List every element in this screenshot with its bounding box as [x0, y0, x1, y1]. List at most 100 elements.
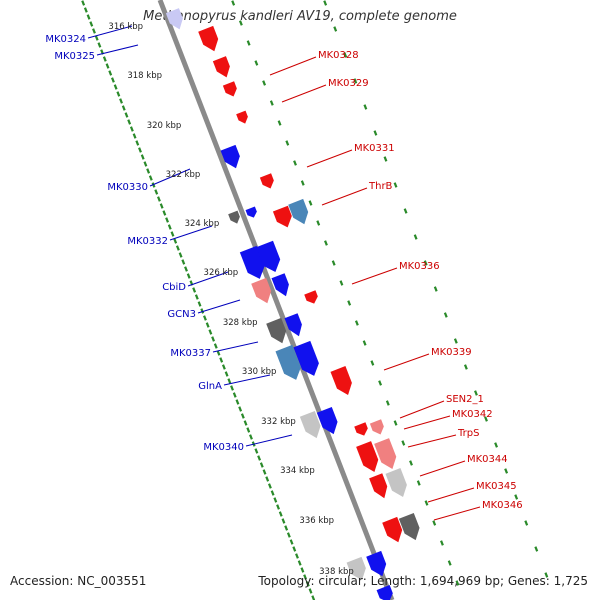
gene-feature[interactable]	[228, 210, 242, 226]
leader-line	[149, 168, 191, 187]
scale-tick	[303, 574, 308, 580]
gene-feature[interactable]	[382, 516, 406, 545]
gene-feature[interactable]	[330, 366, 355, 398]
scale-tick	[308, 200, 313, 206]
gene-feature[interactable]	[304, 290, 320, 306]
scale-tick	[92, 28, 96, 34]
leader-line	[96, 44, 139, 56]
gene-label[interactable]: MK0329	[328, 78, 369, 89]
scale-tick	[105, 63, 110, 69]
gene-feature[interactable]	[356, 441, 382, 475]
gene-feature[interactable]	[366, 550, 390, 579]
scale-tick	[339, 280, 344, 286]
scale-tick	[213, 343, 218, 349]
gene-feature[interactable]	[256, 240, 284, 275]
gene-feature[interactable]	[239, 245, 268, 282]
scale-tick	[102, 56, 107, 62]
scale-tick	[246, 427, 251, 433]
gene-label[interactable]: GCN3	[167, 309, 196, 320]
scale-tick	[216, 350, 221, 356]
gene-feature[interactable]	[271, 273, 293, 299]
gene-feature[interactable]	[354, 422, 370, 438]
scale-tick	[159, 203, 164, 209]
gene-feature[interactable]	[376, 585, 396, 600]
gene-feature[interactable]	[284, 313, 306, 339]
leader-line	[269, 56, 317, 76]
scale-tick	[362, 340, 367, 346]
scale-tick	[494, 442, 498, 448]
scale-tick	[403, 208, 408, 214]
gene-label[interactable]: MK0345	[476, 481, 517, 492]
gene-feature[interactable]	[385, 468, 410, 500]
gene-label[interactable]: TrpS	[457, 428, 479, 439]
scale-tick	[416, 480, 421, 486]
gene-feature[interactable]	[222, 81, 239, 98]
gene-label[interactable]: MK0339	[431, 347, 472, 358]
gene-label[interactable]: MK0325	[54, 51, 95, 62]
gene-feature[interactable]	[288, 198, 312, 227]
gene-feature[interactable]	[374, 438, 400, 472]
leader-line	[419, 460, 466, 477]
gene-feature[interactable]	[220, 144, 244, 171]
scale-tick	[192, 287, 197, 293]
gene-label[interactable]: ThrB	[368, 181, 393, 192]
gene-feature[interactable]	[266, 317, 290, 346]
gene-feature[interactable]	[293, 340, 322, 379]
gene-feature[interactable]	[236, 110, 250, 126]
scale-tick	[463, 364, 468, 370]
gene-feature[interactable]	[259, 173, 276, 190]
gene-feature[interactable]	[198, 25, 222, 54]
gene-label[interactable]: MK0346	[482, 500, 523, 511]
gene-feature[interactable]	[212, 56, 233, 80]
scale-tick	[293, 160, 297, 166]
gene-feature[interactable]	[165, 8, 186, 32]
scale-tick	[474, 390, 478, 396]
scale-tick	[221, 364, 226, 370]
gene-label[interactable]: MK0342	[452, 409, 493, 420]
scale-tick	[238, 20, 243, 26]
gene-label[interactable]: MK0324	[45, 34, 86, 45]
scale-tick	[316, 220, 321, 226]
gene-label[interactable]: MK0337	[170, 348, 211, 359]
gene-label[interactable]: MK0340	[203, 442, 244, 453]
gene-feature[interactable]	[369, 473, 391, 500]
scale-tick	[129, 126, 134, 132]
gene-feature[interactable]	[316, 406, 341, 437]
gene-label[interactable]: MK0328	[318, 50, 359, 61]
gene-feature[interactable]	[272, 205, 295, 230]
leader-line	[407, 434, 457, 448]
gene-feature[interactable]	[369, 419, 386, 436]
scale-tick	[269, 100, 274, 106]
gene-label[interactable]: CbiD	[162, 282, 186, 293]
gene-feature[interactable]	[346, 556, 370, 583]
scale-tick	[235, 399, 240, 405]
scale-tick	[227, 378, 232, 384]
scale-tick	[224, 371, 229, 377]
gene-feature[interactable]	[299, 410, 324, 441]
leader-line	[212, 341, 259, 353]
gene-label[interactable]: GlnA	[198, 381, 222, 392]
gene-feature[interactable]	[275, 344, 304, 383]
scale-tick	[278, 511, 283, 517]
scale-tick	[544, 572, 549, 578]
scale-tick	[148, 175, 153, 181]
scale-tick	[295, 553, 299, 559]
gene-feature[interactable]	[398, 512, 423, 543]
scale-tick	[353, 78, 358, 84]
scale-tick	[354, 320, 359, 326]
gene-feature[interactable]	[245, 206, 259, 220]
scale-tick	[121, 105, 126, 111]
scale-tick	[124, 112, 129, 118]
gene-label[interactable]: MK0330	[107, 182, 148, 193]
gene-label[interactable]: MK0332	[127, 236, 168, 247]
gene-label[interactable]: MK0331	[354, 143, 395, 154]
gene-label[interactable]: MK0336	[399, 261, 440, 272]
gene-label[interactable]: MK0344	[467, 454, 508, 465]
gene-labels: MK0328 MK0329 MK0331 ThrB MK0336 MK0339 SEN2_1…	[45, 34, 522, 511]
scale-label: 330 kbp	[242, 367, 277, 377]
gene-label[interactable]: SEN2_1	[446, 394, 484, 405]
scale-label: 334 kbp	[280, 466, 315, 476]
gene-feature[interactable]	[251, 277, 275, 306]
scale-tick	[94, 35, 99, 41]
scale-tick	[270, 490, 275, 496]
